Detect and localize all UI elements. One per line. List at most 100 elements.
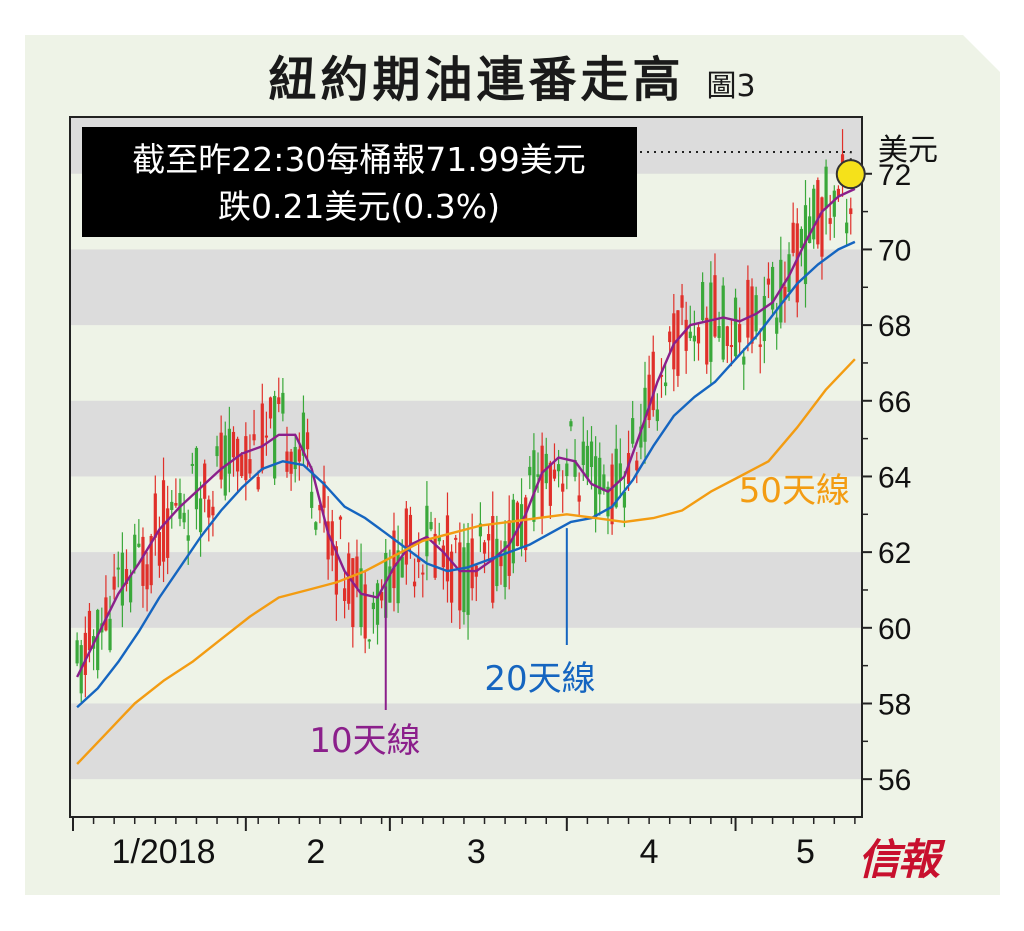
candle-body xyxy=(343,588,347,601)
candle-body xyxy=(828,218,832,224)
candle-body xyxy=(166,508,170,558)
candle-body xyxy=(705,317,709,365)
candle-body xyxy=(585,445,589,478)
candle-body xyxy=(149,535,153,586)
candle-body xyxy=(203,463,207,499)
candle-body xyxy=(659,374,664,377)
candle-body xyxy=(573,459,577,477)
candle-body xyxy=(688,331,692,339)
candle-body xyxy=(104,597,108,631)
candle-body xyxy=(766,278,771,285)
candle-body xyxy=(458,542,462,611)
y-axis-unit: 美元 xyxy=(878,134,938,167)
candle-body xyxy=(742,356,746,365)
candle-body xyxy=(482,542,487,554)
chart-title: 紐約期油連番走高 圖3 xyxy=(0,40,1024,110)
candle-body xyxy=(318,504,322,511)
title-text: 紐約期油連番走高 xyxy=(268,52,685,108)
candle-body xyxy=(371,602,376,610)
candle-body xyxy=(507,520,511,576)
candle-body xyxy=(256,476,260,490)
candle-body xyxy=(738,324,742,343)
candle-body xyxy=(412,581,417,587)
candle-body xyxy=(832,190,836,217)
candle-body xyxy=(198,498,203,533)
candle-body xyxy=(820,197,824,257)
candle-body xyxy=(137,543,141,547)
candle-body xyxy=(635,460,639,471)
candle-body xyxy=(581,441,585,466)
candle-body xyxy=(524,497,528,551)
candle-body xyxy=(770,266,775,310)
candle-body xyxy=(281,392,285,414)
candle-body xyxy=(795,223,799,303)
series-labels: 10天線 20天線 50天線 xyxy=(309,471,850,761)
candle-body xyxy=(392,530,396,589)
candle-body xyxy=(182,512,186,523)
candle-body xyxy=(598,457,602,495)
candle-body xyxy=(334,546,338,595)
label-ma10: 10天線 xyxy=(309,721,420,761)
candle-body xyxy=(96,609,100,671)
candle-body xyxy=(812,188,816,240)
candle-body xyxy=(252,434,256,441)
candle-body xyxy=(153,493,157,538)
series-line xyxy=(76,187,856,678)
candle-body xyxy=(466,542,470,615)
candle-body xyxy=(709,282,713,362)
y-tick-label: 68 xyxy=(878,310,911,343)
candle-body xyxy=(260,403,264,471)
y-tick-label: 64 xyxy=(878,461,911,494)
candle-body xyxy=(783,286,787,300)
label-ma20: 20天線 xyxy=(484,659,595,699)
candle-body xyxy=(610,464,614,525)
candle-body xyxy=(552,469,557,479)
annotation-line2: 跌0.21美元(0.3%) xyxy=(218,187,500,226)
grid-band xyxy=(70,703,862,780)
candle-body xyxy=(540,445,544,517)
candle-body xyxy=(380,591,384,601)
candle-body xyxy=(194,447,199,510)
grid-band xyxy=(70,249,862,326)
candle-body xyxy=(824,166,828,209)
candle-body xyxy=(816,180,820,245)
candle-body xyxy=(141,536,145,586)
y-tick-label: 58 xyxy=(878,688,911,721)
y-tick-label: 60 xyxy=(878,613,911,646)
candle-body xyxy=(417,557,421,563)
x-tick-label: 2 xyxy=(306,833,325,871)
series-line xyxy=(76,358,856,765)
candle-body xyxy=(186,535,190,541)
candle-body xyxy=(528,466,532,476)
candle-body xyxy=(236,438,240,472)
candle-body xyxy=(602,474,606,492)
candle-body xyxy=(647,374,651,421)
candle-body xyxy=(639,426,643,448)
x-axis: 1/2018 2 3 4 5 xyxy=(72,817,856,871)
x-tick-label: 1/2018 xyxy=(112,833,216,871)
candle-body xyxy=(301,412,306,456)
logo: 信報 xyxy=(858,835,940,884)
candle-body xyxy=(384,552,388,618)
candle-body xyxy=(157,532,162,566)
candle-body xyxy=(375,583,380,625)
grid-band xyxy=(70,552,862,628)
grid-band xyxy=(70,400,862,477)
candle-body xyxy=(836,188,841,196)
candle-body xyxy=(651,351,655,411)
y-tick-label: 70 xyxy=(878,234,911,267)
candle-body xyxy=(672,313,676,370)
candle-body xyxy=(733,297,738,357)
candle-body xyxy=(330,521,334,556)
candle-body xyxy=(791,222,795,253)
y-axis: 56 58 60 62 64 66 68 70 72 xyxy=(862,159,911,797)
candle-body xyxy=(351,558,355,628)
moving-average-lines xyxy=(76,187,856,765)
candle-body xyxy=(614,448,618,508)
candle-body xyxy=(692,335,696,342)
candle-body xyxy=(277,397,281,405)
candle-body xyxy=(87,610,92,651)
candle-body xyxy=(322,481,326,508)
label-ma50: 50天線 xyxy=(739,471,850,511)
candle-body xyxy=(108,618,112,651)
